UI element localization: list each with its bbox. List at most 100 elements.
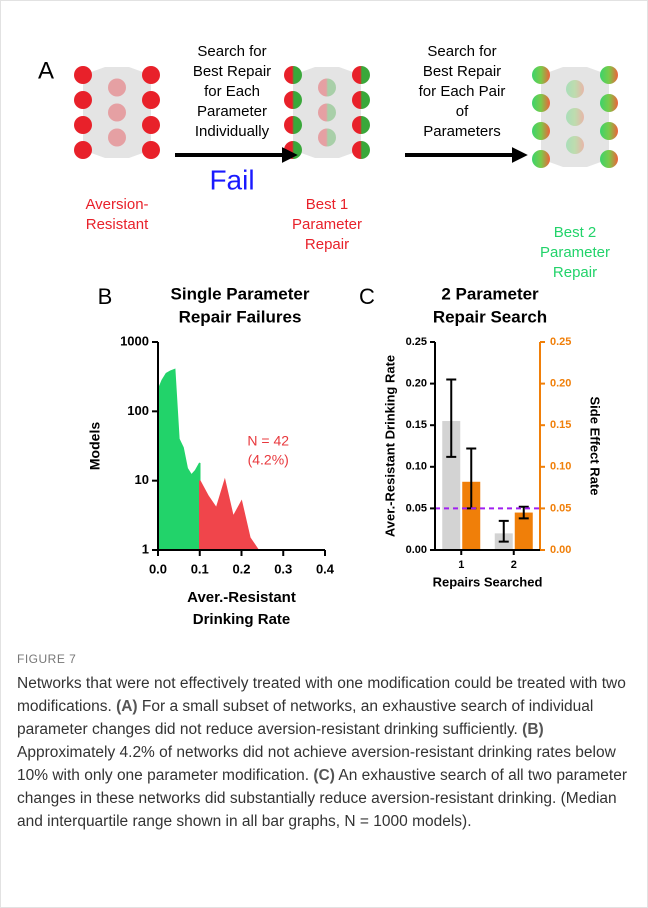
network-node [108, 79, 126, 97]
x-tick-label: 1 [458, 559, 464, 571]
caption: FIGURE 7 Networks that were not effectiv… [17, 652, 631, 833]
panel-label: A [38, 57, 54, 84]
node-label: Repair [553, 264, 597, 281]
x-tick-label: 0.4 [316, 561, 335, 576]
network-node [600, 150, 618, 168]
y-tick-label: 10 [135, 472, 149, 487]
network-node [600, 94, 618, 112]
y-axis-label: Aver.-Resistant Drinking Rate [382, 355, 397, 537]
x-tick-label: 0.3 [274, 561, 292, 576]
network-node [142, 116, 160, 134]
annotation: (4.2%) [248, 452, 289, 468]
step-text: for Each Pair [419, 83, 506, 100]
x-tick-label: 0.2 [232, 561, 250, 576]
chart-title: 2 Parameter [441, 284, 539, 303]
step-text: of [456, 103, 469, 120]
network-node [108, 129, 126, 147]
chart-title: Repair Search [433, 307, 547, 326]
y-tick-label: 0.00 [406, 544, 427, 556]
figure-label: FIGURE 7 [17, 652, 631, 666]
network-node [532, 66, 550, 84]
network-node [532, 94, 550, 112]
network-node [284, 141, 302, 159]
step-text: for Each [204, 83, 260, 100]
network-node [600, 122, 618, 140]
y2-axis-label: Side Effect Rate [588, 397, 603, 496]
annotation: N = 42 [247, 433, 289, 449]
area [200, 481, 325, 550]
node-label: Parameter [292, 216, 362, 233]
step-text: Search for [427, 43, 496, 60]
node-label: Best 1 [306, 196, 349, 213]
x-axis-label: Drinking Rate [193, 611, 291, 628]
y2-tick-label: 0.20 [550, 378, 571, 390]
y-tick-label: 100 [127, 403, 149, 418]
area [158, 370, 200, 550]
caption-panel-ref: (A) [116, 698, 138, 715]
x-tick-label: 0.1 [191, 561, 209, 576]
step-text: Search for [197, 43, 266, 60]
node-label: Repair [305, 236, 349, 253]
node-label: Best 2 [554, 224, 597, 241]
step-result: Fail [209, 164, 254, 195]
network-node [74, 66, 92, 84]
x-axis-label: Repairs Searched [433, 574, 543, 589]
y-tick-label: 0.20 [406, 378, 427, 390]
network-node [284, 116, 302, 134]
network-node [74, 141, 92, 159]
figure: A Aversion- Resistant Best 1 Parameter Repair… [0, 0, 648, 645]
node-label: Aversion- [85, 196, 148, 213]
network-node [566, 80, 584, 98]
y-tick-label: 0.15 [406, 419, 427, 431]
chart-title: Single Parameter [171, 284, 310, 303]
network-node [284, 91, 302, 109]
y-axis-label: Models [87, 422, 103, 470]
x-tick-label: 2 [511, 559, 517, 571]
network-node [142, 91, 160, 109]
panel-label: B [98, 284, 113, 309]
network-node [532, 150, 550, 168]
network-node [352, 141, 370, 159]
y-tick-label: 0.10 [406, 461, 427, 473]
y-tick-label: 0.25 [406, 336, 427, 348]
y2-tick-label: 0.15 [550, 419, 571, 431]
y2-tick-label: 0.10 [550, 461, 571, 473]
panel-label: C [359, 284, 375, 309]
x-tick-label: 0.0 [149, 561, 167, 576]
caption-panel-ref: (C) [313, 767, 335, 784]
network-node [318, 129, 336, 147]
page: {"figure": {"panel_a": {"label": "A", "n… [0, 0, 648, 908]
network-node [108, 104, 126, 122]
network-node [284, 66, 302, 84]
node-label: Resistant [86, 216, 149, 233]
step-text: Parameters [423, 123, 501, 140]
step-text: Individually [195, 123, 270, 140]
step-text: Parameter [197, 103, 267, 120]
network-node [142, 66, 160, 84]
step-text: Best Repair [193, 63, 271, 80]
network-node [142, 141, 160, 159]
y2-tick-label: 0.25 [550, 336, 571, 348]
network-node [532, 122, 550, 140]
network-node [600, 66, 618, 84]
network-node [318, 79, 336, 97]
y-tick-label: 1 [142, 541, 149, 556]
caption-panel-ref: (B) [522, 721, 544, 738]
network-node [352, 66, 370, 84]
y-tick-label: 0.05 [406, 502, 427, 514]
node-label: Parameter [540, 244, 610, 261]
network-node [352, 91, 370, 109]
network-node [74, 116, 92, 134]
y-tick-label: 1000 [120, 333, 149, 348]
chart-title: Repair Failures [179, 307, 302, 326]
step-text: Best Repair [423, 63, 501, 80]
y2-tick-label: 0.00 [550, 544, 571, 556]
network-node [566, 108, 584, 126]
network-node [318, 104, 336, 122]
network-node [566, 136, 584, 154]
caption-text: Networks that were not effectively treat… [17, 672, 631, 833]
x-axis-label: Aver.-Resistant [187, 589, 296, 606]
y2-tick-label: 0.05 [550, 502, 571, 514]
network-node [74, 91, 92, 109]
network-node [352, 116, 370, 134]
